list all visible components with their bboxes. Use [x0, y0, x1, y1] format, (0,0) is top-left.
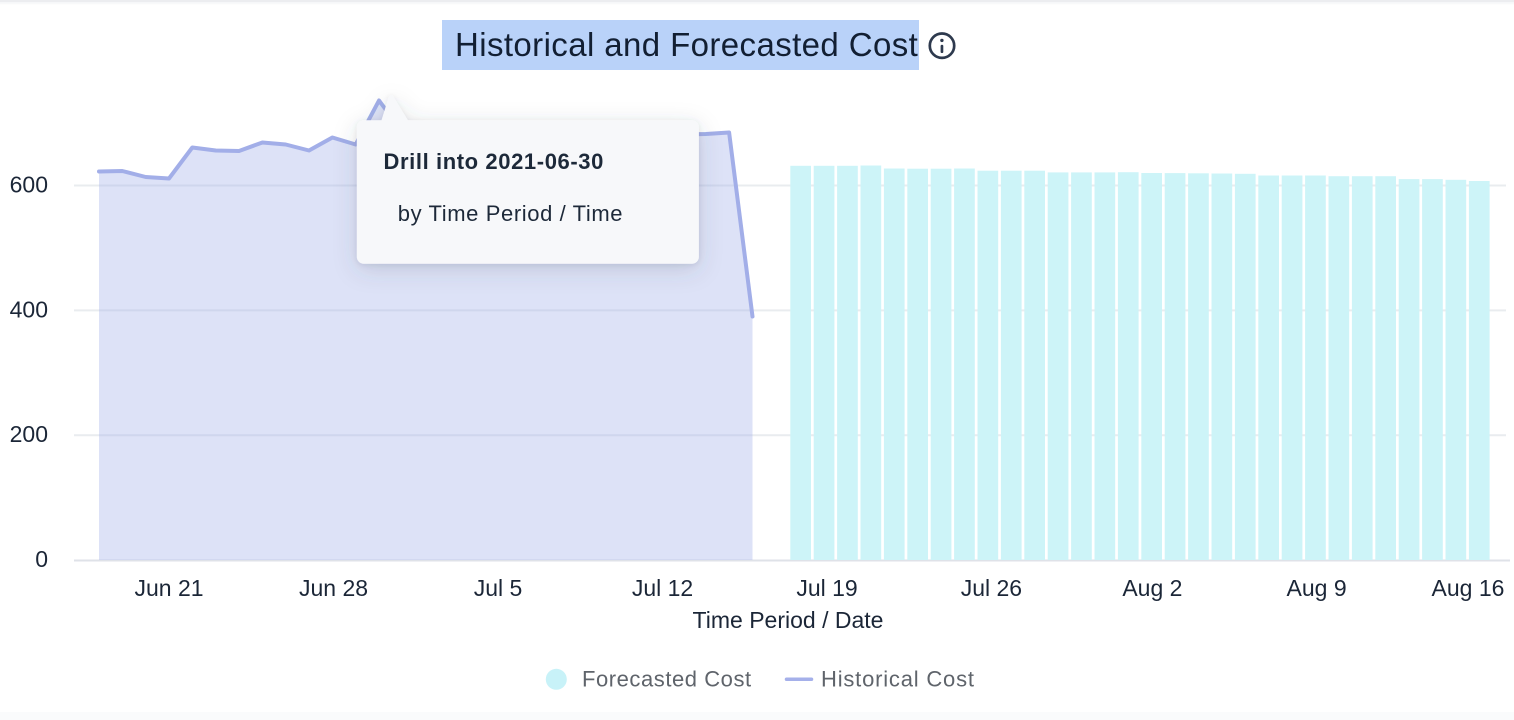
- svg-text:Historical Cost: Historical Cost: [821, 667, 975, 692]
- svg-text:400: 400: [10, 296, 48, 322]
- svg-text:200: 200: [10, 421, 48, 447]
- svg-text:Aug 16: Aug 16: [1432, 575, 1505, 601]
- svg-text:Jul 26: Jul 26: [961, 575, 1022, 601]
- svg-text:Jun 21: Jun 21: [134, 575, 203, 601]
- svg-text:Jul 19: Jul 19: [796, 575, 857, 601]
- svg-text:Aug 2: Aug 2: [1122, 575, 1182, 601]
- svg-text:0: 0: [35, 546, 48, 572]
- svg-text:Aug 9: Aug 9: [1287, 575, 1347, 601]
- svg-text:Forecasted Cost: Forecasted Cost: [582, 667, 752, 692]
- svg-text:Time Period / Date: Time Period / Date: [693, 607, 884, 633]
- svg-text:Jul 5: Jul 5: [474, 575, 523, 601]
- svg-text:Jun 28: Jun 28: [299, 575, 368, 601]
- svg-text:Jul 12: Jul 12: [632, 575, 693, 601]
- svg-text:600: 600: [10, 172, 48, 198]
